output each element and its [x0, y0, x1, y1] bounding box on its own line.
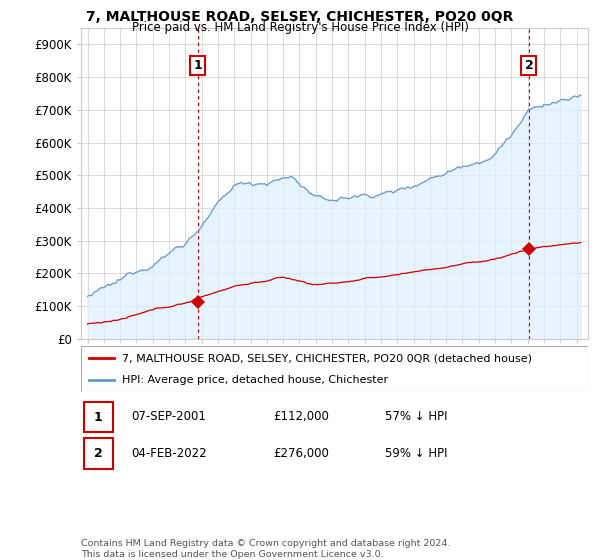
Text: 04-FEB-2022: 04-FEB-2022 — [132, 447, 208, 460]
Bar — [83, 438, 113, 469]
Text: 2: 2 — [524, 59, 533, 72]
Text: 7, MALTHOUSE ROAD, SELSEY, CHICHESTER, PO20 0QR: 7, MALTHOUSE ROAD, SELSEY, CHICHESTER, P… — [86, 10, 514, 24]
Text: Contains HM Land Registry data © Crown copyright and database right 2024.
This d: Contains HM Land Registry data © Crown c… — [81, 539, 451, 559]
Text: £276,000: £276,000 — [274, 447, 329, 460]
Bar — [83, 402, 113, 432]
Text: 1: 1 — [193, 59, 202, 72]
Text: £112,000: £112,000 — [274, 410, 329, 423]
Text: 59% ↓ HPI: 59% ↓ HPI — [385, 447, 448, 460]
Text: 07-SEP-2001: 07-SEP-2001 — [132, 410, 206, 423]
Text: 2: 2 — [94, 447, 103, 460]
Text: 57% ↓ HPI: 57% ↓ HPI — [385, 410, 448, 423]
Text: HPI: Average price, detached house, Chichester: HPI: Average price, detached house, Chic… — [122, 375, 388, 385]
Text: Price paid vs. HM Land Registry's House Price Index (HPI): Price paid vs. HM Land Registry's House … — [131, 21, 469, 34]
Text: 1: 1 — [94, 410, 103, 424]
Text: 7, MALTHOUSE ROAD, SELSEY, CHICHESTER, PO20 0QR (detached house): 7, MALTHOUSE ROAD, SELSEY, CHICHESTER, P… — [122, 353, 532, 363]
